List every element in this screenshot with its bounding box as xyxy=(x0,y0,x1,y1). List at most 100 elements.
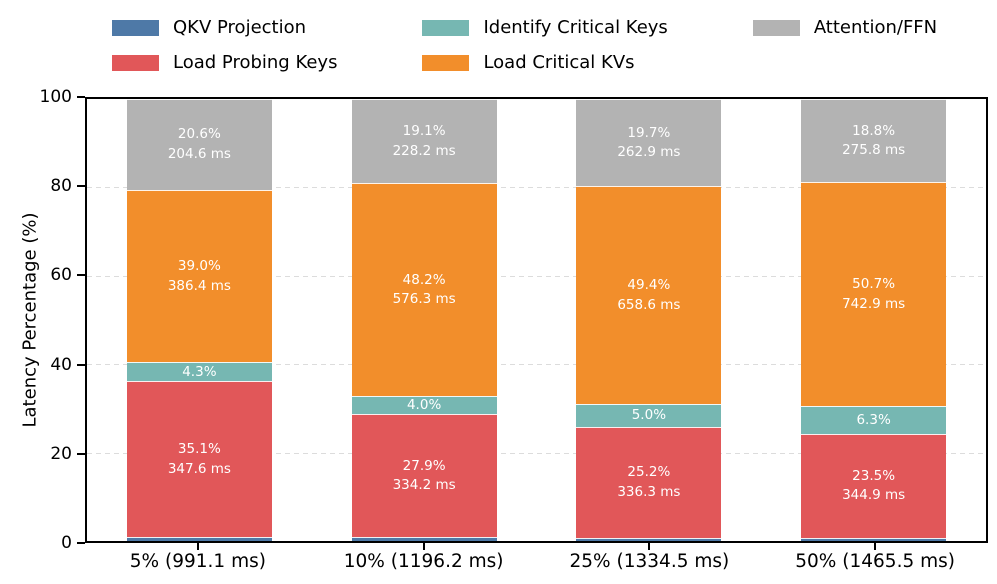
bar-segment-label: 5.0% xyxy=(576,405,721,426)
bar-segment-label-line: 275.8 ms xyxy=(842,142,906,159)
bar-segment-label-line: 4.3% xyxy=(182,363,217,380)
y-tick-mark xyxy=(77,96,85,98)
bar-segment-label-line: 386.4 ms xyxy=(167,277,231,294)
bar-segment-label-line: 20.6% xyxy=(177,126,221,143)
bar-segment-label-line: 742.9 ms xyxy=(842,295,906,312)
bar-segment-label-line: 344.9 ms xyxy=(842,487,906,504)
legend-label: Attention/FFN xyxy=(813,17,938,38)
bar-segment: 49.4% 658.6 ms xyxy=(576,186,722,405)
bar-segment-label-line: 347.6 ms xyxy=(167,460,231,477)
y-tick-label: 20 xyxy=(50,443,72,464)
bar-segment-label: 19.1% 228.2 ms xyxy=(352,100,497,183)
stacked-bar: 35.1% 347.6 ms 4.3% 39.0% 386.4 ms 20.6% 204.6… xyxy=(126,99,272,541)
bar-segment-label-line: 658.6 ms xyxy=(617,296,681,313)
y-axis-title: Latency Percentage (%) xyxy=(19,212,41,428)
bars-container: 35.1% 347.6 ms 4.3% 39.0% 386.4 ms 20.6% 204.6… xyxy=(87,99,986,541)
y-tick-label: 80 xyxy=(50,176,72,197)
legend-swatch xyxy=(112,19,159,36)
bar-segment: 4.0% xyxy=(351,396,497,415)
bar-segment-label: 35.1% 347.6 ms xyxy=(127,382,272,536)
bar-segment: 6.3% xyxy=(801,406,947,435)
bar-slot: 27.9% 334.2 ms 4.0% 48.2% 576.3 ms 19.1% 228.2… xyxy=(312,99,537,541)
bar-segment xyxy=(126,536,272,541)
bar-slot: 23.5% 344.9 ms 6.3% 50.7% 742.9 ms 18.8% 275.8… xyxy=(761,99,986,541)
bar-segment: 5.0% xyxy=(576,404,722,427)
y-tick-label: 0 xyxy=(61,533,72,553)
legend-label: Identify Critical Keys xyxy=(483,17,668,38)
bar-segment xyxy=(351,537,497,541)
x-tick-mark xyxy=(196,543,199,550)
bar-segment-label-line: 5.0% xyxy=(631,407,667,424)
bar-segment-label-line: 228.2 ms xyxy=(392,142,456,159)
bar-segment-label: 39.0% 386.4 ms xyxy=(127,191,272,362)
x-tick-label: 10% (1196.2 ms) xyxy=(343,551,504,572)
gridline xyxy=(87,275,986,277)
bar-segment-label-line: 50.7% xyxy=(852,276,896,293)
bar-segment-label-line: 204.6 ms xyxy=(167,146,231,163)
bar-segment xyxy=(576,537,722,541)
bar-segment: 39.0% 386.4 ms xyxy=(126,190,272,363)
legend-swatch xyxy=(112,54,159,71)
legend-label: QKV Projection xyxy=(173,17,307,38)
bar-slot: 25.2% 336.3 ms 5.0% 49.4% 658.6 ms 19.7% 262.9… xyxy=(537,99,762,541)
y-tick-mark xyxy=(77,363,85,366)
stacked-bar: 27.9% 334.2 ms 4.0% 48.2% 576.3 ms 19.1% 228.2… xyxy=(351,99,497,541)
bar-segment-label: 49.4% 658.6 ms xyxy=(576,187,721,404)
bar-segment-label: 18.8% 275.8 ms xyxy=(801,100,946,182)
legend-item: Identify Critical Keys xyxy=(422,10,668,45)
bar-segment-label-line: 262.9 ms xyxy=(617,144,681,161)
gridline xyxy=(87,452,986,454)
bar-segment-label: 23.5% 344.9 ms xyxy=(801,435,946,538)
bar-segment-label-line: 48.2% xyxy=(402,271,446,288)
legend-item: Load Critical KVs xyxy=(422,45,667,80)
bar-segment-label-line: 6.3% xyxy=(856,411,891,428)
stacked-bar: 25.2% 336.3 ms 5.0% 49.4% 658.6 ms 19.7% 262.9… xyxy=(576,99,722,541)
bar-segment: 50.7% 742.9 ms xyxy=(801,182,947,407)
legend: QKV Projection Load Probing Keys Identify … xyxy=(112,10,937,80)
bar-segment-label-line: 336.3 ms xyxy=(617,483,681,500)
bar-segment-label-line: 27.9% xyxy=(402,457,446,474)
bar-segment-label-line: 23.5% xyxy=(852,467,896,484)
bar-segment-label: 25.2% 336.3 ms xyxy=(576,428,721,538)
legend-swatch xyxy=(422,54,470,71)
bar-segment: 19.7% 262.9 ms xyxy=(576,99,722,187)
y-tick-label: 40 xyxy=(50,354,72,375)
bar-segment: 18.8% 275.8 ms xyxy=(801,99,947,183)
x-tick-mark xyxy=(874,543,877,550)
legend-swatch xyxy=(422,19,470,36)
bar-segment-label-line: 25.2% xyxy=(627,464,671,481)
bar-segment: 20.6% 204.6 ms xyxy=(126,99,272,191)
x-tick-mark xyxy=(648,543,651,550)
legend-swatch xyxy=(752,19,800,36)
y-tick-mark xyxy=(77,452,85,455)
y-tick-label: 60 xyxy=(50,265,72,286)
bar-segment-label-line: 576.3 ms xyxy=(392,291,456,308)
bar-segment-label: 4.0% xyxy=(352,397,497,414)
legend-label: Load Probing Keys xyxy=(173,52,338,73)
x-tick-label: 25% (1334.5 ms) xyxy=(569,551,730,572)
bar-segment-label: 4.3% xyxy=(127,363,272,381)
bar-segment-label: 6.3% xyxy=(801,407,946,434)
legend-label: Load Critical KVs xyxy=(483,52,635,73)
bar-slot: 35.1% 347.6 ms 4.3% 39.0% 386.4 ms 20.6% 204.6… xyxy=(87,99,312,541)
legend-item: Load Probing Keys xyxy=(112,45,337,80)
bar-segment-label-line: 334.2 ms xyxy=(392,477,456,494)
bar-segment-label: 27.9% 334.2 ms xyxy=(352,415,497,537)
x-tick-label: 50% (1465.5 ms) xyxy=(795,551,955,572)
y-tick-mark xyxy=(77,185,85,188)
bar-segment-label: 19.7% 262.9 ms xyxy=(576,100,721,186)
bar-segment: 25.2% 336.3 ms xyxy=(576,426,722,538)
bar-segment xyxy=(801,537,947,541)
y-tick-label: 100 xyxy=(39,87,72,107)
bar-segment-label-line: 18.8% xyxy=(852,122,896,139)
bar-segment: 23.5% 344.9 ms xyxy=(801,434,947,538)
bar-segment-label: 50.7% 742.9 ms xyxy=(801,183,946,406)
gridline xyxy=(87,364,986,366)
bar-segment-label-line: 4.0% xyxy=(406,397,442,414)
bar-segment-label-line: 19.1% xyxy=(402,123,446,140)
plot-area: 35.1% 347.6 ms 4.3% 39.0% 386.4 ms 20.6% 204.6… xyxy=(85,97,988,543)
legend-item: Attention/FFN xyxy=(752,10,938,45)
y-tick-mark xyxy=(77,542,85,544)
x-tick-mark xyxy=(422,543,425,550)
